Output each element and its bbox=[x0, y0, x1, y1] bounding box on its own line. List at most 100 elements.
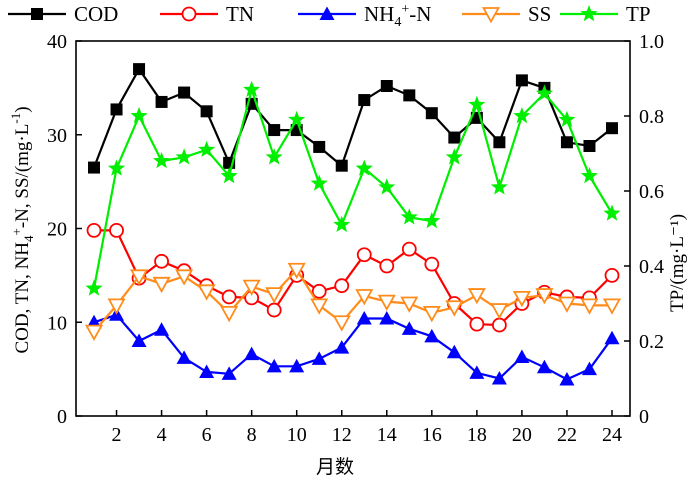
series-line-nh4-n bbox=[93, 313, 613, 381]
legend-marker bbox=[31, 8, 43, 20]
legend-marker bbox=[580, 5, 598, 22]
data-point-nh4-n bbox=[559, 371, 575, 386]
data-point-cod bbox=[200, 105, 213, 118]
data-point-tn bbox=[334, 278, 350, 294]
x-axis-label: 月数 bbox=[316, 456, 354, 478]
data-point-cod bbox=[268, 124, 281, 137]
data-point-tp bbox=[175, 148, 193, 165]
data-point-tn bbox=[401, 241, 417, 257]
series-nh4-n bbox=[86, 307, 620, 386]
data-point-cod bbox=[110, 103, 123, 116]
data-point-cod bbox=[178, 86, 191, 99]
axis-ticks: 2 4 6 8 10 12 14 16 18 20 22 2401020304000.20.40.60… bbox=[47, 31, 664, 446]
data-point-nh4-n bbox=[514, 349, 530, 363]
data-point-ss bbox=[130, 269, 149, 286]
y-left-tick-label: 40 bbox=[47, 31, 67, 53]
series-line-cod bbox=[92, 67, 613, 168]
legend-item-tp: TP bbox=[560, 2, 651, 26]
data-point-ss bbox=[107, 298, 126, 315]
data-point-nh4-n bbox=[266, 358, 282, 373]
data-point-cod bbox=[358, 94, 371, 107]
data-point-nh4-n bbox=[334, 340, 350, 354]
legend: COD TN NH4+-N SS TP bbox=[8, 2, 651, 30]
data-point-cod bbox=[515, 74, 528, 87]
data-point-cod bbox=[88, 161, 101, 174]
data-point-cod bbox=[448, 131, 461, 144]
x-tick-label: 8 bbox=[247, 424, 257, 446]
data-point-ss bbox=[152, 276, 171, 294]
data-point-tn bbox=[604, 267, 620, 283]
data-point-tp bbox=[513, 107, 531, 124]
y-right-tick-label: 1.0 bbox=[639, 31, 664, 53]
data-point-ss bbox=[400, 296, 419, 313]
x-tick-label: 10 bbox=[287, 424, 307, 446]
data-point-tn bbox=[154, 253, 169, 269]
data-point-nh4-n bbox=[401, 321, 417, 335]
y-right-tick-label: 0.8 bbox=[639, 106, 664, 128]
data-point-nh4-n bbox=[199, 364, 215, 378]
y-right-tick-label: 0.4 bbox=[639, 256, 664, 278]
data-point-ss bbox=[422, 305, 441, 323]
series-ss bbox=[84, 262, 622, 341]
data-point-nh4-n bbox=[154, 322, 170, 336]
legend-label: NH4+-N bbox=[364, 2, 431, 30]
data-point-tp bbox=[130, 107, 148, 124]
data-point-cod bbox=[313, 140, 326, 153]
x-tick-label: 18 bbox=[467, 424, 487, 446]
data-point-ss bbox=[535, 288, 554, 305]
data-point-tp bbox=[468, 95, 486, 112]
x-tick-label: 16 bbox=[422, 424, 442, 446]
data-point-cod bbox=[335, 159, 348, 172]
data-point-cod bbox=[560, 136, 573, 149]
data-point-ss bbox=[377, 294, 396, 311]
data-point-ss bbox=[580, 298, 599, 315]
data-point-nh4-n bbox=[244, 346, 260, 361]
data-point-cod bbox=[493, 136, 506, 149]
data-point-tn bbox=[424, 256, 440, 272]
data-point-cod bbox=[605, 122, 618, 135]
data-point-nh4-n bbox=[469, 365, 485, 379]
data-point-tp bbox=[423, 212, 441, 229]
data-point-cod bbox=[380, 80, 393, 92]
legend-item-cod: COD bbox=[8, 2, 118, 26]
data-point-nh4-n bbox=[221, 366, 237, 380]
y-axis-right-label: TP/(mg·L⁻¹) bbox=[667, 214, 688, 312]
series-line-tp bbox=[92, 85, 613, 289]
data-point-tp bbox=[288, 110, 306, 127]
data-point-nh4-n bbox=[604, 330, 620, 345]
x-tick-label: 24 bbox=[602, 424, 622, 446]
legend-item-tn: TN bbox=[160, 2, 254, 26]
legend-marker bbox=[319, 6, 335, 20]
data-point-nh4-n bbox=[581, 361, 597, 376]
series-tn bbox=[86, 222, 620, 333]
data-point-ss bbox=[242, 279, 261, 296]
y-left-tick-label: 10 bbox=[47, 312, 67, 334]
data-point-tp bbox=[108, 159, 126, 176]
data-point-tp bbox=[355, 159, 373, 176]
data-point-tp bbox=[535, 84, 553, 101]
x-tick-label: 14 bbox=[377, 424, 397, 446]
data-point-ss bbox=[287, 262, 306, 280]
data-point-ss bbox=[310, 298, 329, 315]
data-point-nh4-n bbox=[289, 358, 305, 373]
data-point-ss bbox=[265, 287, 284, 304]
y-axis-left-label: COD, TN, NH4+-N, SS/(mg·L-1) bbox=[8, 106, 36, 353]
data-point-tn bbox=[356, 247, 372, 263]
x-tick-label: 22 bbox=[557, 424, 577, 446]
data-point-tn bbox=[86, 222, 102, 238]
data-point-tn bbox=[469, 316, 485, 332]
x-tick-label: 2 bbox=[112, 424, 122, 446]
series-line-ss bbox=[93, 268, 612, 333]
data-point-cod bbox=[133, 63, 146, 76]
data-point-ss bbox=[557, 296, 576, 313]
data-point-nh4-n bbox=[446, 344, 462, 359]
legend-item-nh4-n: NH4+-N bbox=[298, 2, 431, 30]
data-point-tn bbox=[266, 302, 282, 318]
y-right-tick-label: 0.6 bbox=[639, 181, 664, 203]
data-point-tp bbox=[265, 148, 283, 165]
data-point-tp bbox=[603, 204, 621, 221]
data-point-tp bbox=[85, 279, 103, 296]
data-point-nh4-n bbox=[311, 351, 327, 365]
data-point-ss bbox=[467, 288, 486, 305]
series-line-tn bbox=[94, 229, 613, 327]
